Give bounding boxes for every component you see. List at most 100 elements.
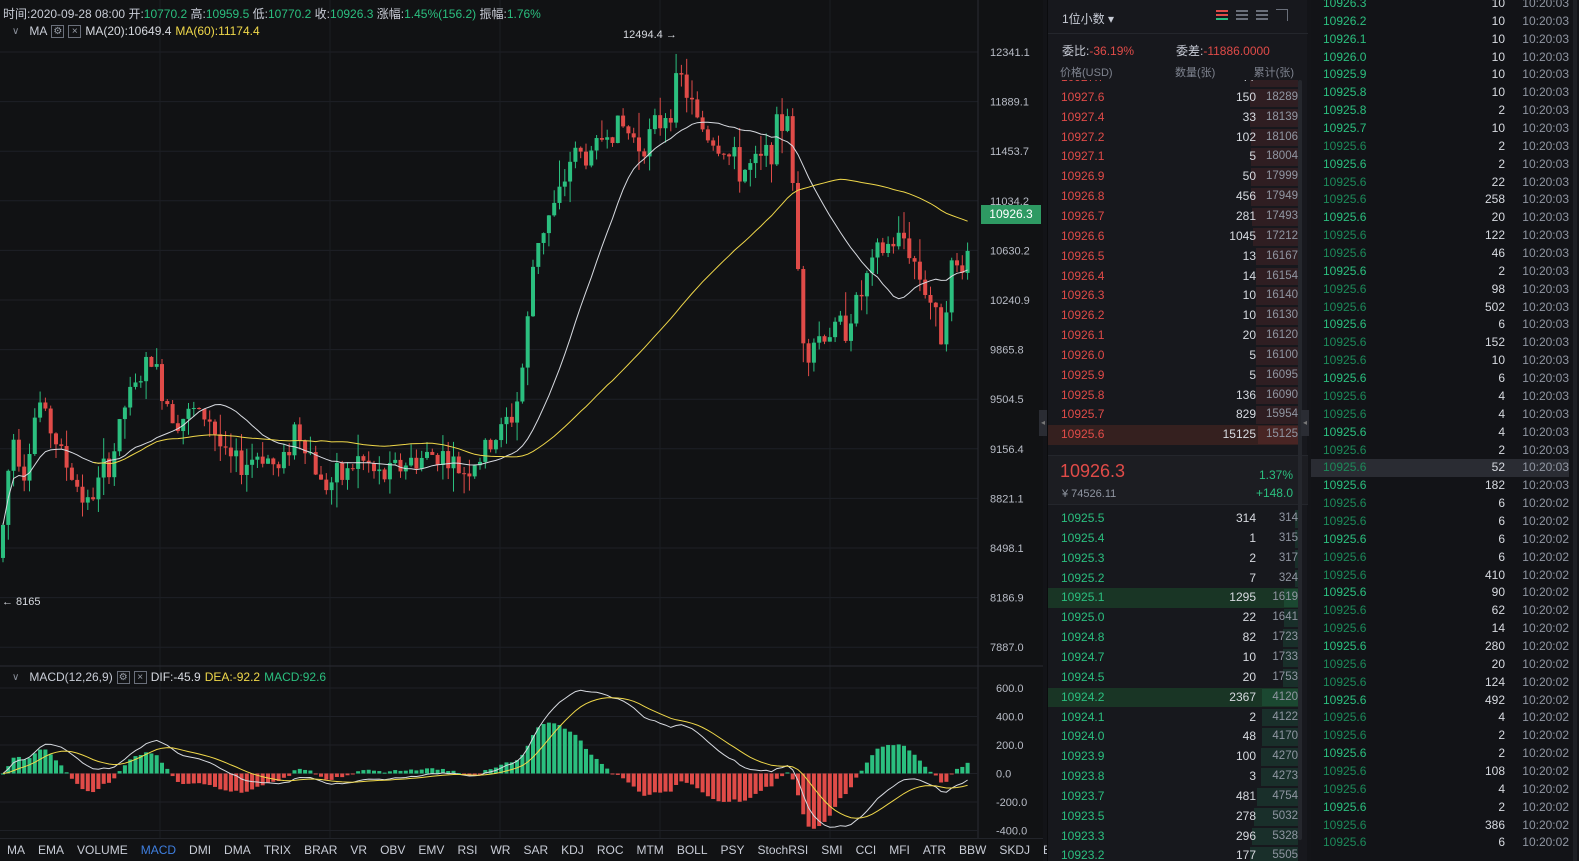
bid-row[interactable]: 10924.1 2 4122 <box>1048 708 1298 728</box>
bid-row[interactable]: 10925.0 22 1641 <box>1048 608 1298 628</box>
candle-body <box>456 456 461 474</box>
macd-histogram-bar <box>705 773 710 797</box>
tab-emv[interactable]: EMV <box>418 843 445 857</box>
last-price-panel: 10926.3 ¥ 74526.11 1.37% +148.0 <box>1048 455 1308 505</box>
ask-row[interactable]: 10925.9 5 16095 <box>1048 366 1298 386</box>
ask-row[interactable]: 10926.0 5 16100 <box>1048 346 1298 366</box>
price-axis-label: 7887.0 <box>990 642 1024 654</box>
ask-row[interactable]: 10926.3 10 16140 <box>1048 286 1298 306</box>
ma-indicator-name: MA <box>29 24 48 38</box>
bid-row[interactable]: 10925.2 7 324 <box>1048 569 1298 589</box>
bid-row[interactable]: 10925.1 1295 1619 <box>1048 588 1298 609</box>
macd-histogram-bar <box>833 773 838 807</box>
candle-body <box>578 147 583 152</box>
ask-row[interactable]: 10927.7 77 18306 <box>1048 80 1298 88</box>
ask-row[interactable]: 10926.7 281 17493 <box>1048 207 1298 227</box>
tab-dma[interactable]: DMA <box>224 843 251 857</box>
chart-area[interactable]: 12341.1 11889.1 11453.7 11034.2 10630.2 10240… <box>0 0 1070 861</box>
ask-row[interactable]: 10927.6 150 18289 <box>1048 88 1298 108</box>
asks-only-view-icon[interactable] <box>1256 9 1268 21</box>
bid-depth-bar <box>1282 668 1298 687</box>
bid-row[interactable]: 10923.2 177 5505 <box>1048 846 1298 861</box>
bid-row[interactable]: 10923.9 100 4270 <box>1048 747 1298 767</box>
ask-row[interactable]: 10926.4 14 16154 <box>1048 267 1298 287</box>
tab-volume[interactable]: VOLUME <box>77 843 128 857</box>
bid-row[interactable]: 10924.8 82 1723 <box>1048 628 1298 648</box>
trades-scrollbar[interactable] <box>1573 0 1577 861</box>
ask-row[interactable]: 10926.6 1045 17212 <box>1048 227 1298 247</box>
tab-sar[interactable]: SAR <box>523 843 549 857</box>
collapse-chevron-icon[interactable]: ∨ <box>12 25 20 37</box>
trade-quantity: 10 <box>1491 67 1505 82</box>
tab-trix[interactable]: TRIX <box>263 843 292 857</box>
trade-row: 10925.6 98 10:20:03 <box>1311 281 1569 299</box>
bid-row[interactable]: 10923.3 296 5328 <box>1048 827 1298 847</box>
ask-row[interactable]: 10925.7 829 15954 <box>1048 405 1298 425</box>
ask-row[interactable]: 10925.6 15125 15125 <box>1048 425 1298 446</box>
settings-icon[interactable]: ⚙ <box>116 670 130 684</box>
bid-row[interactable]: 10924.0 48 4170 <box>1048 727 1298 747</box>
order-book-scrollbar[interactable] <box>1298 80 1302 840</box>
collapse-right-handle-icon[interactable]: ◂ <box>1301 410 1309 436</box>
bids-only-view-icon[interactable] <box>1236 9 1248 21</box>
tab-ema[interactable]: EMA <box>38 843 65 857</box>
settings-icon[interactable]: ⚙ <box>51 24 65 38</box>
ask-row[interactable]: 10927.1 5 18004 <box>1048 147 1298 167</box>
trade-quantity: 2 <box>1498 103 1505 118</box>
tab-macd[interactable]: MACD <box>140 843 177 857</box>
candle-body <box>366 460 371 464</box>
collapse-left-handle-icon[interactable]: ◂ <box>1039 410 1047 436</box>
bid-row[interactable]: 10923.5 278 5032 <box>1048 807 1298 827</box>
tab-psy[interactable]: PSY <box>720 843 745 857</box>
bid-row[interactable]: 10923.7 481 4754 <box>1048 787 1298 807</box>
candle-body <box>75 479 80 487</box>
close-icon[interactable]: × <box>68 24 82 38</box>
both-sides-view-icon[interactable] <box>1216 9 1228 21</box>
bid-row[interactable]: 10924.5 20 1753 <box>1048 668 1298 688</box>
tab-obv[interactable]: OBV <box>380 843 406 857</box>
bid-row[interactable]: 10925.3 2 317 <box>1048 549 1298 569</box>
tab-skdj[interactable]: SKDJ <box>999 843 1031 857</box>
ask-row[interactable]: 10926.1 20 16120 <box>1048 326 1298 346</box>
ask-depth-bar <box>1250 80 1298 87</box>
bid-row[interactable]: 10924.2 2367 4120 <box>1048 687 1298 708</box>
bid-row[interactable]: 10923.8 3 4273 <box>1048 767 1298 787</box>
close-icon[interactable]: × <box>133 670 147 684</box>
tab-ma[interactable]: MA <box>7 843 25 857</box>
candle-body <box>939 307 944 345</box>
tab-kdj[interactable]: KDJ <box>561 843 584 857</box>
tab-roc[interactable]: ROC <box>596 843 624 857</box>
ask-row[interactable]: 10926.2 10 16130 <box>1048 306 1298 326</box>
expand-icon[interactable] <box>1276 9 1288 21</box>
ask-row[interactable]: 10927.2 102 18106 <box>1048 128 1298 148</box>
macd-histogram-bar <box>213 773 217 787</box>
tab-boll[interactable]: BOLL <box>676 843 708 857</box>
candle-body <box>790 116 795 183</box>
bid-row[interactable]: 10925.4 1 315 <box>1048 529 1298 549</box>
candle-body <box>446 451 451 469</box>
ask-row[interactable]: 10927.4 33 18139 <box>1048 108 1298 128</box>
tab-dmi[interactable]: DMI <box>189 843 212 857</box>
collapse-chevron-icon[interactable]: ∨ <box>12 671 20 683</box>
tab-stochrsi[interactable]: StochRSI <box>757 843 809 857</box>
bid-row[interactable]: 10924.7 10 1733 <box>1048 648 1298 668</box>
tab-smi[interactable]: SMI <box>821 843 843 857</box>
tab-brar[interactable]: BRAR <box>304 843 338 857</box>
trade-time: 10:20:03 <box>1522 228 1569 243</box>
bid-row[interactable]: 10925.5 314 314 <box>1048 509 1298 529</box>
tab-wr[interactable]: WR <box>490 843 511 857</box>
tab-atr[interactable]: ATR <box>922 843 947 857</box>
precision-dropdown[interactable]: 1位小数 ▾ <box>1062 12 1115 26</box>
tab-vr[interactable]: VR <box>350 843 368 857</box>
tab-cci[interactable]: CCI <box>855 843 877 857</box>
tab-mfi[interactable]: MFI <box>889 843 910 857</box>
ask-row[interactable]: 10926.9 50 17999 <box>1048 167 1298 187</box>
ask-row[interactable]: 10926.8 456 17949 <box>1048 187 1298 207</box>
tab-rsi[interactable]: RSI <box>457 843 478 857</box>
ask-row[interactable]: 10925.8 136 16090 <box>1048 386 1298 406</box>
ask-total: 17493 <box>1266 209 1298 222</box>
tab-bbw[interactable]: BBW <box>959 843 987 857</box>
candlestick-chart[interactable]: 12341.1 11889.1 11453.7 11034.2 10630.2 10240… <box>0 0 1043 838</box>
tab-mtm[interactable]: MTM <box>636 843 664 857</box>
ask-row[interactable]: 10926.5 13 16167 <box>1048 247 1298 267</box>
